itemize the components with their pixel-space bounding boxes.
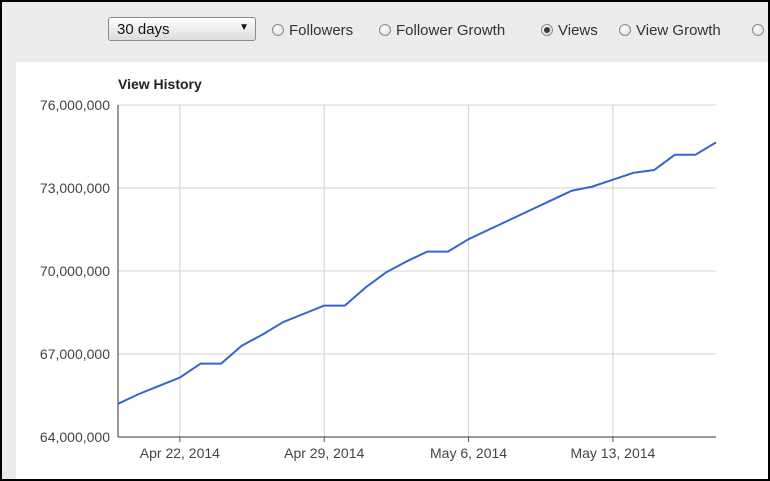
radio-follower-growth[interactable]: Follower Growth xyxy=(379,19,505,41)
radio-views[interactable]: Views xyxy=(541,19,598,41)
radio-view-growth[interactable]: View Growth xyxy=(619,19,721,41)
y-tick-label: 76,000,000 xyxy=(40,97,110,113)
range-select[interactable]: 30 days ▼ xyxy=(108,17,256,41)
x-tick-label: May 6, 2014 xyxy=(430,445,507,461)
x-tick-label: May 13, 2014 xyxy=(570,445,655,461)
x-tick-label: Apr 29, 2014 xyxy=(284,445,364,461)
radio-followers[interactable]: Followers xyxy=(272,19,353,41)
radio-button[interactable] xyxy=(752,24,764,36)
radio-more[interactable] xyxy=(752,19,769,41)
chevron-down-icon: ▼ xyxy=(239,22,249,33)
radio-label: Views xyxy=(558,21,598,39)
radio-label: Follower Growth xyxy=(396,21,506,39)
y-tick-label: 73,000,000 xyxy=(40,180,110,196)
chart-panel: View History 64,000,000 67,000,000 70,000,… xyxy=(16,62,768,479)
x-tick-label: Apr 22, 2014 xyxy=(140,445,220,461)
chart-title: View History xyxy=(118,76,202,92)
radio-button-checked[interactable] xyxy=(541,24,553,36)
y-tick-label: 64,000,000 xyxy=(40,429,110,445)
radio-button[interactable] xyxy=(379,24,391,36)
y-tick-label: 70,000,000 xyxy=(40,263,110,279)
views-series-line xyxy=(117,141,717,405)
radio-button[interactable] xyxy=(272,24,284,36)
view-history-chart: View History 64,000,000 67,000,000 70,000,… xyxy=(40,76,717,461)
toolbar: 30 days ▼ Followers Follower Growth View… xyxy=(2,2,768,60)
y-tick-label: 67,000,000 xyxy=(40,346,110,362)
range-select-value: 30 days xyxy=(117,21,170,38)
radio-label: Followers xyxy=(289,21,354,39)
radio-button[interactable] xyxy=(619,24,631,36)
radio-label: View Growth xyxy=(636,21,721,39)
